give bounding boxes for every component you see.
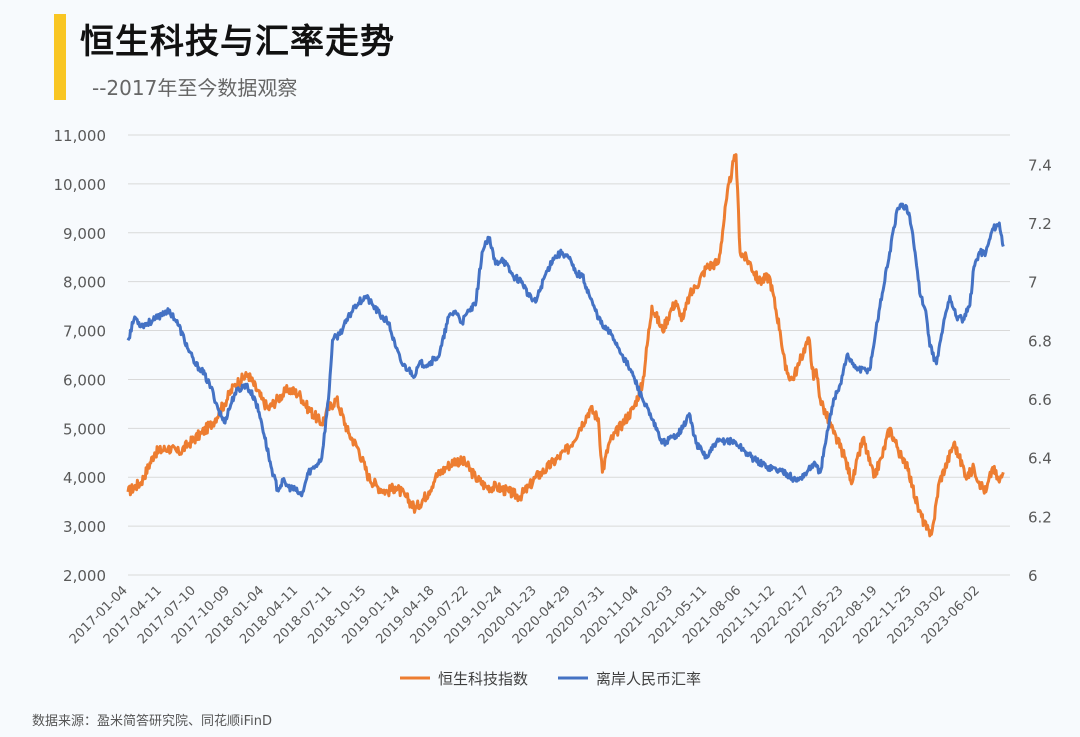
title-accent-bar [54, 14, 66, 100]
y-right-tick-label: 7.4 [1028, 156, 1052, 174]
y-left-tick-label: 8,000 [63, 274, 106, 292]
legend-cnh-label: 离岸人民币汇率 [596, 670, 701, 688]
y-left-tick-label: 11,000 [54, 127, 107, 145]
y-left-tick-label: 7,000 [63, 323, 106, 341]
series-line-cnh [126, 202, 1005, 498]
y-left-tick-label: 6,000 [63, 371, 106, 389]
y-left-tick-label: 2,000 [63, 567, 106, 585]
y-right-tick-label: 6.6 [1028, 391, 1052, 409]
y-right-tick-label: 6 [1028, 567, 1038, 585]
data-source-note: 数据来源：盈米简答研究院、同花顺iFinD [32, 714, 273, 729]
y-left-tick-label: 5,000 [63, 420, 106, 438]
y-left-tick-label: 4,000 [63, 469, 106, 487]
y-left-tick-label: 10,000 [54, 176, 107, 194]
y-right-tick-label: 6.8 [1028, 332, 1052, 350]
y-right-tick-label: 7 [1028, 274, 1038, 292]
legend-hstech-label: 恒生科技指数 [438, 670, 528, 688]
y-right-tick-label: 7.2 [1028, 215, 1052, 233]
y-left-tick-label: 3,000 [63, 518, 106, 536]
page-subtitle: --2017年至今数据观察 [92, 76, 298, 100]
series-line-hstech [126, 153, 1005, 538]
y-right-tick-label: 6.2 [1028, 508, 1052, 526]
y-right-tick-label: 6.4 [1028, 450, 1052, 468]
y-left-tick-label: 9,000 [63, 225, 106, 243]
page-title: 恒生科技与汇率走势 [80, 22, 395, 62]
